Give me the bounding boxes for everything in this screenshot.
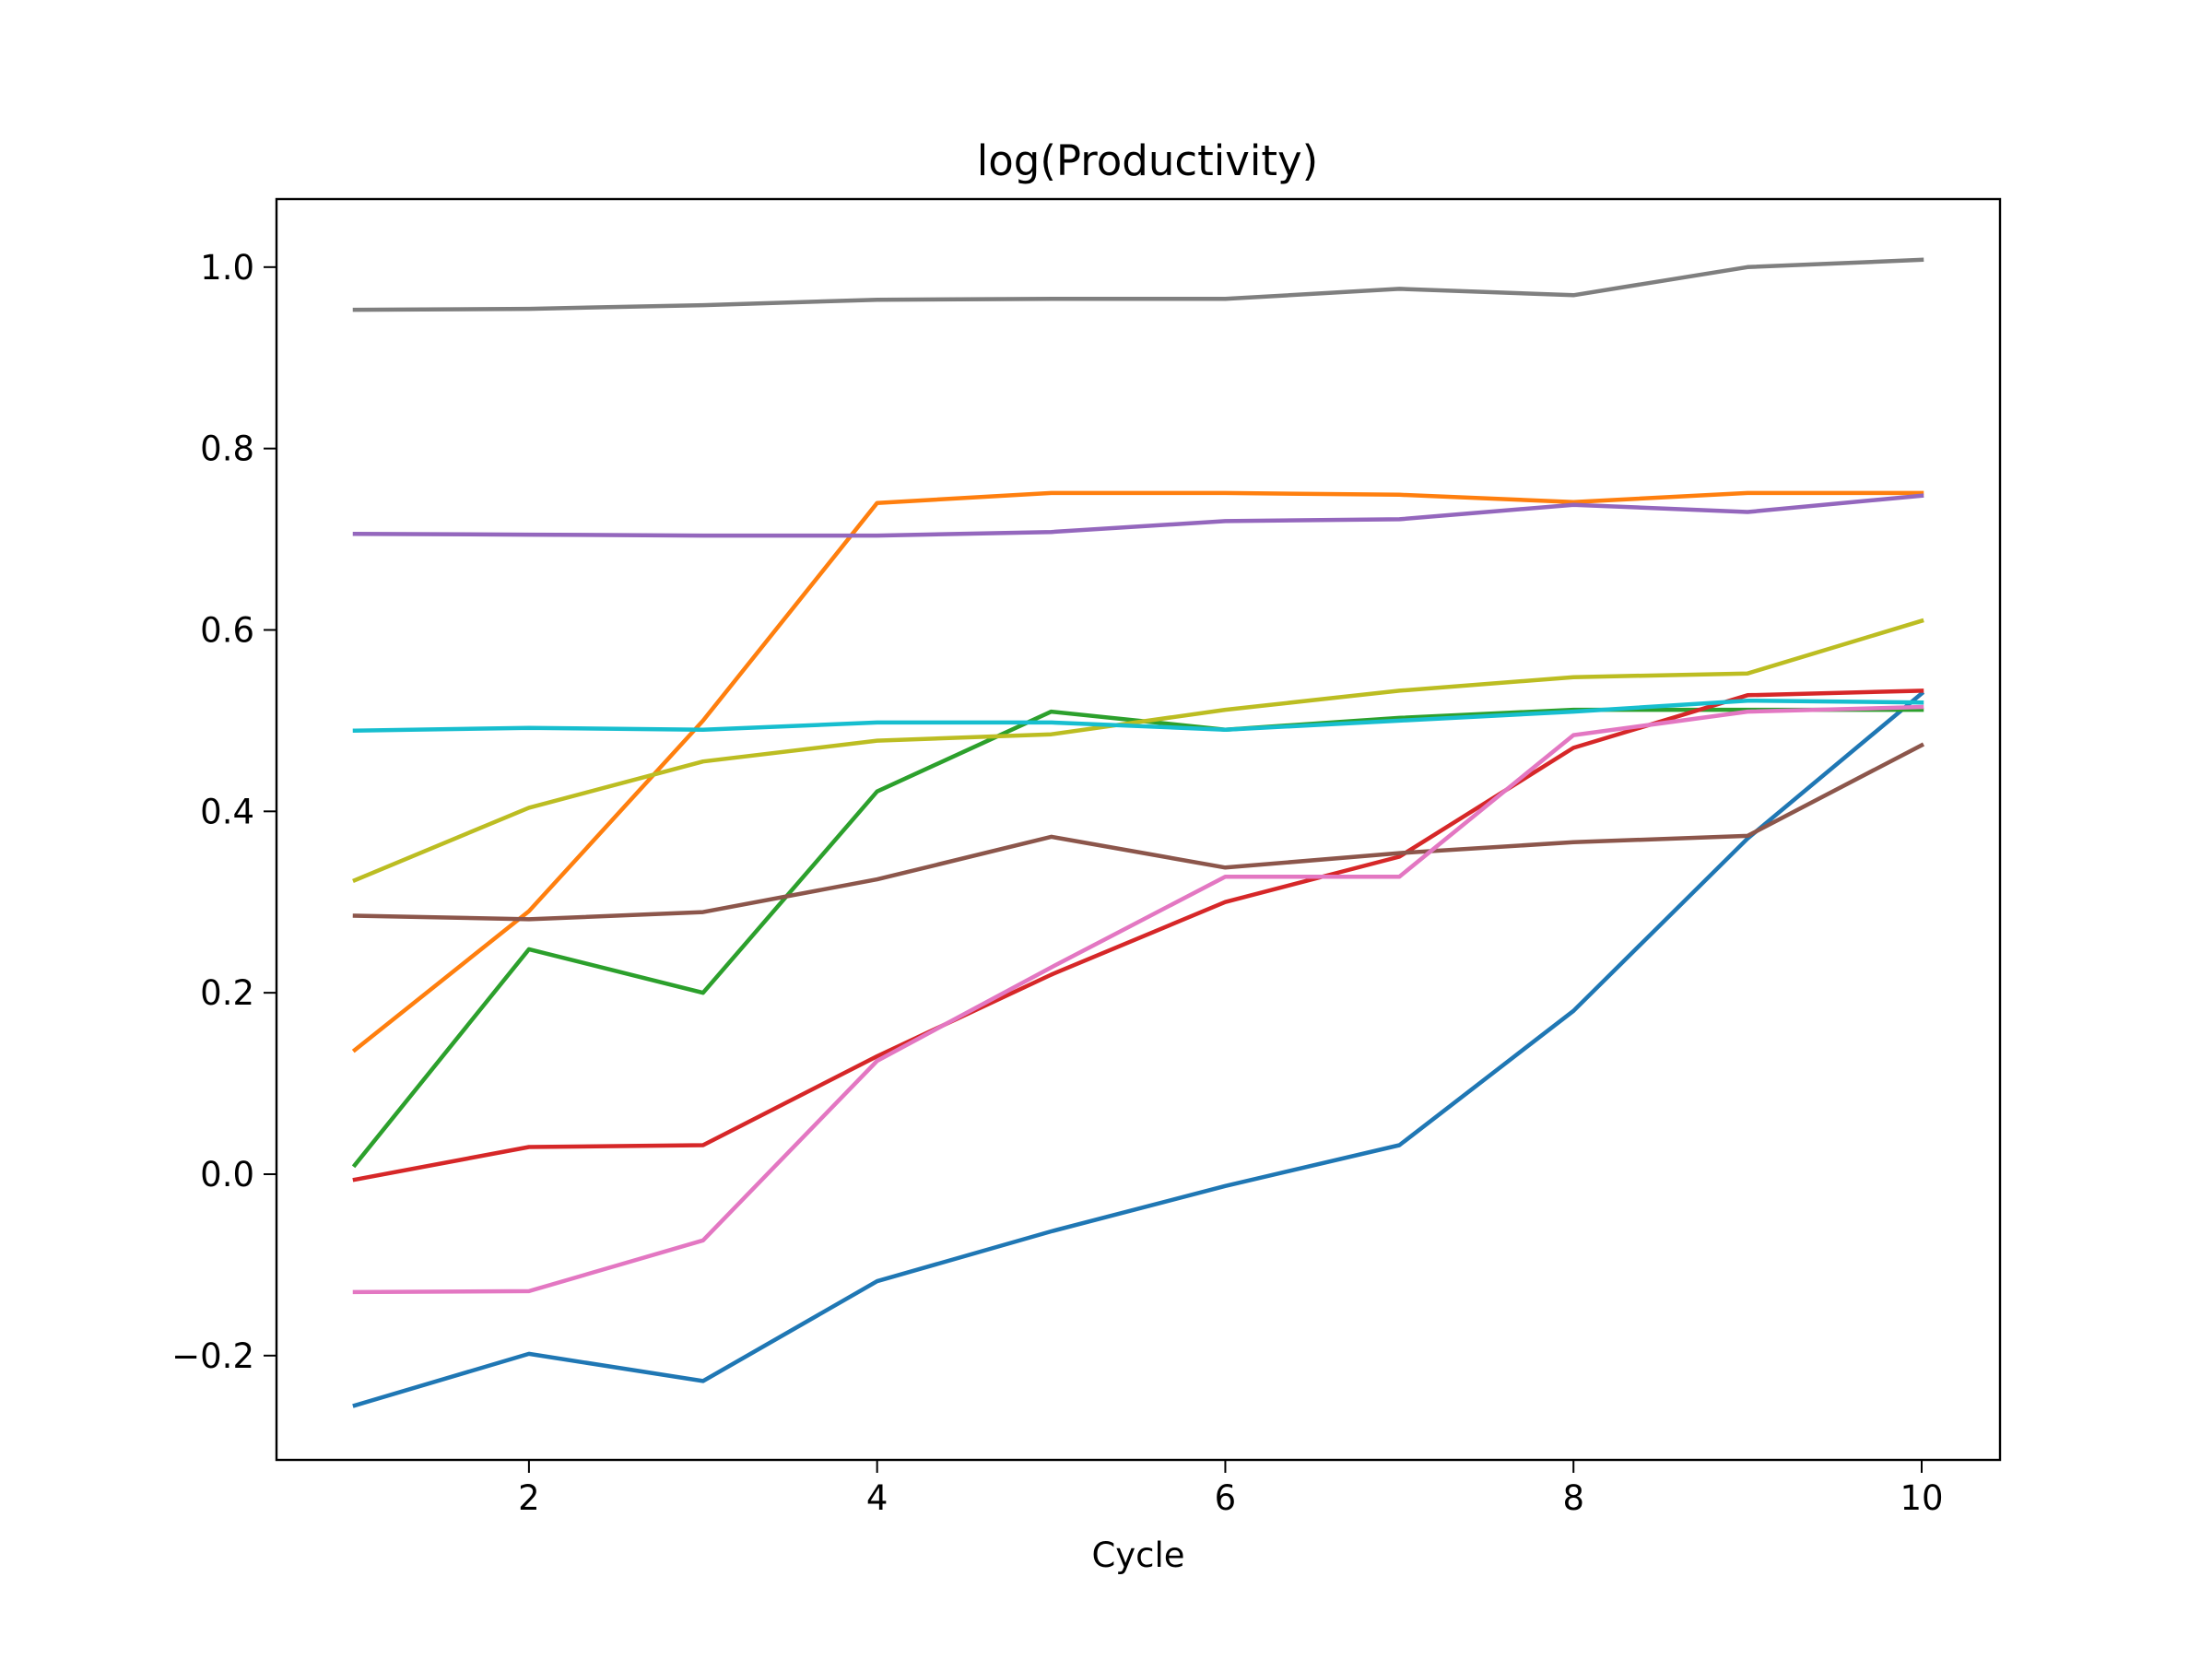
series-line-7 [352,704,1924,1295]
y-tick-label: 0.4 [200,792,254,831]
series-line-1 [352,690,1925,1408]
series-line-9 [352,618,1924,884]
series-line-6 [352,742,1925,922]
x-tick-label: 8 [1562,1478,1584,1518]
x-axis-label: Cycle [1091,1535,1184,1575]
x-tick-label: 2 [518,1478,540,1518]
series-line-8 [352,257,1924,312]
series-line-10 [352,698,1924,733]
y-tick-label: −0.2 [171,1336,254,1376]
x-tick-label: 6 [1215,1478,1237,1518]
y-tick-label: 0.6 [200,610,254,650]
x-tick-label: 4 [866,1478,888,1518]
y-tick-label: 1.0 [200,248,254,288]
x-axis: 2 4 6 8 10 [518,1460,1944,1518]
series-line-2 [351,490,1924,1053]
chart-title: log(Productivity) [977,136,1318,185]
y-tick-label: 0.2 [200,973,254,1013]
y-tick-label: 0.8 [200,429,254,469]
x-tick-label: 10 [1900,1478,1943,1518]
series-line-5 [352,493,1924,538]
plot-frame [275,197,2002,1462]
series-group [351,257,1925,1408]
y-tick-label: 0.0 [200,1155,254,1194]
y-axis: −0.2 0.0 0.2 0.4 0.6 0.8 1.0 [171,248,276,1376]
